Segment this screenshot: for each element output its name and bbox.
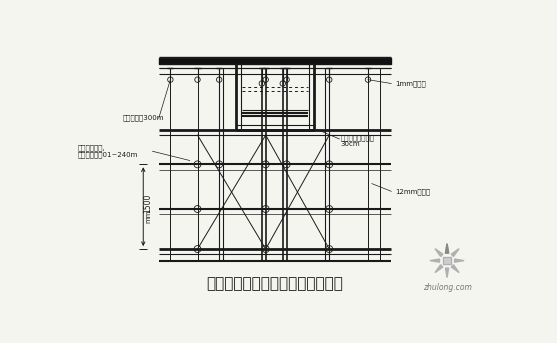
Text: 30cm: 30cm [341, 141, 360, 147]
Text: mm: mm [145, 209, 151, 223]
Polygon shape [435, 249, 443, 257]
Polygon shape [451, 265, 459, 273]
Text: 1mm螺旋板: 1mm螺旋板 [395, 80, 426, 87]
Polygon shape [446, 244, 448, 253]
Text: zhulong.com: zhulong.com [423, 283, 471, 292]
Text: 板内立杆间距01~240m: 板内立杆间距01~240m [77, 152, 138, 158]
Polygon shape [435, 265, 443, 273]
Bar [443, 257, 451, 264]
Text: 扣手架支撑架,: 扣手架支撑架, [77, 144, 105, 151]
Polygon shape [446, 244, 448, 253]
Text: 有梁位置、上层梁模板安装示意图: 有梁位置、上层梁模板安装示意图 [207, 276, 344, 291]
Text: 梁立柱顶托下平下: 梁立柱顶托下平下 [341, 134, 375, 141]
Polygon shape [446, 268, 448, 277]
Text: 步距不足时300m: 步距不足时300m [123, 115, 164, 121]
Polygon shape [451, 249, 459, 257]
Polygon shape [455, 259, 464, 262]
Polygon shape [430, 259, 439, 262]
Text: 1500: 1500 [143, 193, 153, 213]
Text: 12mm多层板: 12mm多层板 [395, 188, 430, 194]
Bar [443, 257, 451, 264]
